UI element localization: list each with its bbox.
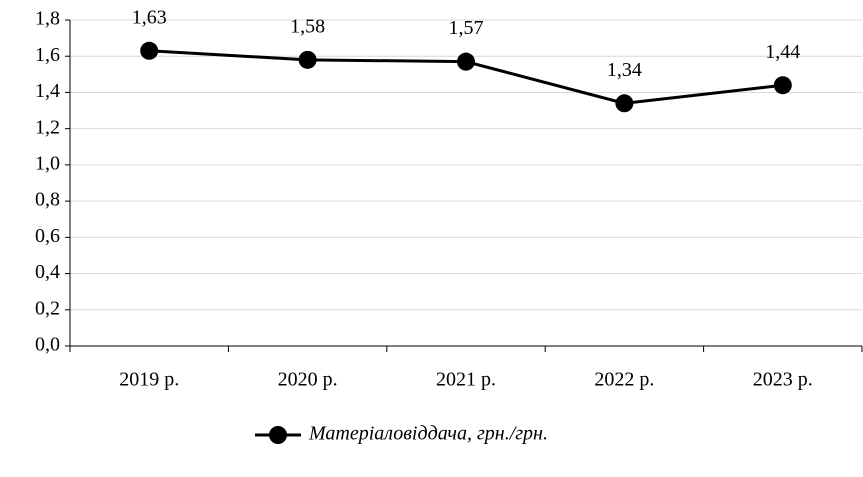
data-label: 1,34 (607, 59, 642, 81)
marker (615, 94, 634, 113)
marker (457, 52, 475, 71)
x-tick-label: 2021 р. (436, 369, 496, 391)
y-tick-label: 0,6 (35, 225, 60, 247)
marker (773, 76, 792, 95)
x-tick-label: 2019 р. (119, 369, 179, 391)
y-tick-label: 1,8 (35, 8, 60, 30)
y-tick-label: 0,8 (35, 189, 60, 211)
x-tick-label: 2023 р. (753, 369, 813, 391)
data-label: 1,58 (290, 15, 325, 37)
data-label: 1,63 (132, 6, 167, 28)
x-tick-label: 2022 р. (594, 369, 654, 391)
data-label: 1,44 (765, 41, 800, 63)
legend-marker (269, 426, 287, 444)
y-tick-label: 0,4 (35, 261, 60, 283)
y-tick-label: 1,2 (35, 116, 60, 138)
y-tick-label: 1,4 (35, 80, 60, 102)
legend-label: Матеріаловіддача, грн./грн. (308, 423, 548, 445)
x-tick-label: 2020 р. (278, 369, 338, 391)
marker (298, 50, 317, 69)
y-tick-label: 0,0 (35, 334, 60, 356)
data-label: 1,57 (449, 17, 484, 39)
y-tick-label: 0,2 (35, 297, 60, 319)
y-tick-label: 1,0 (35, 152, 60, 174)
y-tick-label: 1,6 (35, 44, 60, 66)
marker (140, 41, 159, 60)
